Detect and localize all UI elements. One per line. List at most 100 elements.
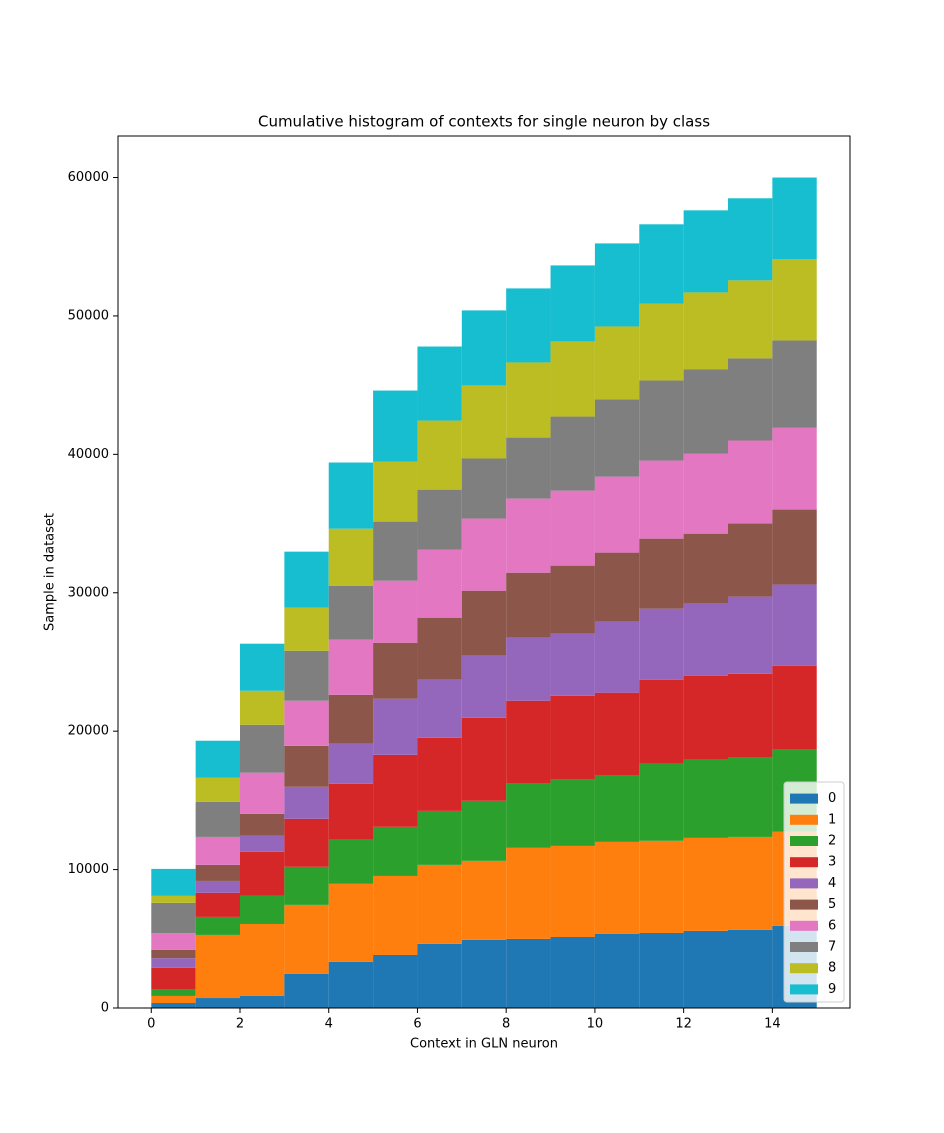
- histogram-bar: [550, 565, 595, 634]
- histogram-bar: [240, 813, 285, 836]
- histogram-bar: [284, 904, 329, 974]
- y-tick-label: 10000: [68, 862, 109, 877]
- histogram-bar: [728, 280, 773, 359]
- histogram-bar: [728, 836, 773, 930]
- x-tick-label: 0: [147, 1017, 155, 1032]
- histogram-bar: [417, 943, 462, 1008]
- histogram-bar: [683, 603, 728, 676]
- histogram-bar: [151, 868, 196, 896]
- histogram-bar: [195, 740, 240, 778]
- legend: 0 1 2 3 4 5 6 7 8 9: [783, 781, 845, 1003]
- histogram-bar: [417, 864, 462, 944]
- legend-label: 9: [828, 982, 836, 997]
- histogram-bar: [328, 839, 374, 884]
- histogram-bar: [728, 358, 773, 441]
- legend-label: 0: [828, 791, 836, 806]
- histogram-bar: [417, 617, 462, 680]
- histogram-bar: [506, 938, 551, 1008]
- histogram-bar: [328, 528, 374, 586]
- histogram-bar: [728, 440, 773, 524]
- histogram-bar: [461, 518, 507, 591]
- histogram-bar: [594, 476, 640, 553]
- legend-label: 3: [828, 855, 836, 870]
- histogram-bar: [772, 427, 817, 510]
- x-tick-label: 14: [764, 1017, 781, 1032]
- histogram-bar: [594, 841, 640, 934]
- x-tick-label: 12: [675, 1017, 692, 1032]
- histogram-bar: [506, 288, 551, 363]
- histogram-bar: [240, 923, 285, 996]
- histogram-bar: [772, 584, 817, 666]
- histogram-bar: [683, 759, 728, 838]
- legend-label: 7: [828, 940, 836, 955]
- legend-label: 4: [828, 876, 836, 891]
- legend-swatch: [790, 814, 818, 825]
- legend-swatch: [790, 836, 818, 846]
- histogram-bar: [328, 694, 374, 744]
- histogram-bar: [151, 1003, 196, 1008]
- histogram-bar: [728, 757, 773, 837]
- histogram-bar: [284, 866, 329, 905]
- x-tick-label: 2: [236, 1017, 244, 1032]
- axes-frame: [117, 135, 851, 1009]
- histogram-bar: [506, 847, 551, 939]
- histogram-bar: [594, 399, 640, 477]
- histogram-bar: [772, 259, 817, 341]
- histogram-bar: [373, 642, 418, 699]
- legend-swatch: [790, 963, 818, 974]
- histogram-bar: [506, 437, 551, 499]
- y-tick-label: 0: [101, 1001, 109, 1016]
- histogram-bar: [683, 837, 728, 931]
- y-tick-label: 30000: [68, 585, 109, 600]
- histogram-bar: [772, 177, 817, 260]
- histogram-bar: [151, 949, 196, 959]
- histogram-bar: [728, 673, 773, 758]
- y-tick-label: 20000: [68, 724, 109, 739]
- histogram-bar: [550, 490, 595, 566]
- histogram-bar: [328, 961, 374, 1008]
- legend-swatch: [790, 920, 818, 931]
- histogram-bar: [639, 460, 684, 539]
- histogram-bar: [373, 390, 418, 462]
- histogram-bar: [506, 637, 551, 701]
- histogram-bar: [683, 533, 728, 604]
- histogram-bar: [772, 509, 817, 585]
- histogram-bar: [195, 892, 240, 917]
- histogram-bar: [151, 989, 196, 996]
- histogram-bar: [461, 655, 507, 718]
- histogram-bar: [284, 973, 329, 1008]
- histogram-bar: [728, 198, 773, 281]
- legend-swatch: [790, 899, 818, 910]
- histogram-bar: [639, 932, 684, 1008]
- histogram-bar: [373, 826, 418, 876]
- histogram-bar: [328, 462, 374, 529]
- chart-title: Cumulative histogram of contexts for sin…: [258, 113, 710, 131]
- histogram-bar: [639, 763, 684, 841]
- histogram-bar: [683, 930, 728, 1008]
- histogram-bar: [550, 416, 595, 491]
- histogram-bar: [461, 590, 507, 656]
- histogram-bar: [772, 665, 817, 750]
- histogram-bar: [373, 580, 418, 643]
- histogram-bar: [594, 775, 640, 842]
- legend-label: 2: [828, 834, 836, 849]
- x-tick-label: 4: [325, 1017, 333, 1032]
- histogram-bar: [506, 783, 551, 848]
- y-axis-label: Sample in dataset: [43, 513, 58, 631]
- histogram-bar: [506, 362, 551, 438]
- histogram-bar: [195, 836, 240, 865]
- histogram-bar: [550, 341, 595, 417]
- histogram-bar: [594, 621, 640, 693]
- histogram-bar: [506, 498, 551, 573]
- histogram-bar: [240, 995, 285, 1008]
- histogram-bar: [373, 698, 418, 755]
- histogram-bar: [151, 967, 196, 990]
- histogram-bar: [772, 340, 817, 428]
- histogram-bar: [151, 958, 196, 968]
- histogram-bar: [373, 521, 418, 581]
- histogram-bar: [461, 860, 507, 940]
- histogram-bar: [639, 224, 684, 304]
- histogram-bar: [639, 840, 684, 933]
- histogram-bar: [284, 745, 329, 787]
